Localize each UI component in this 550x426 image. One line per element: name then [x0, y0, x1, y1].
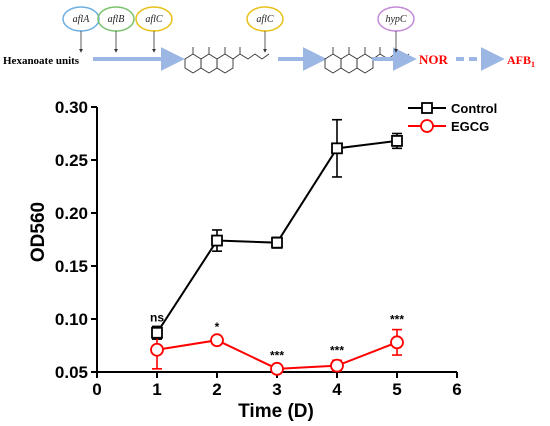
legend-label-control: Control: [451, 101, 497, 116]
control-data-point: [151, 326, 163, 339]
control-data-point: [211, 234, 223, 247]
od560-line-chart: 0 1 2 3 4 5 60.050.100.150.200.250.30 ns**** **…: [28, 98, 497, 422]
gene-label-hypc: hypC: [385, 14, 406, 25]
product-nor: NOR: [419, 52, 449, 67]
significance-annotations: ns**** ******: [150, 310, 404, 362]
y-tick-label: 0.20: [55, 204, 88, 223]
x-tick-label: 6: [452, 380, 461, 399]
x-tick-label: 5: [392, 380, 401, 399]
legend-label-egcg: EGCG: [451, 119, 489, 134]
y-tick-label: 0.05: [55, 363, 88, 382]
y-tick-label: 0.30: [55, 98, 88, 117]
hexanoate-label: Hexanoate units: [3, 55, 80, 67]
y-axis-title: OD560: [28, 202, 49, 262]
y-tick-label: 0.15: [55, 257, 88, 276]
x-tick-label: 4: [332, 380, 342, 399]
gene-label-aflc-step2: aflC: [256, 14, 274, 25]
control-data-point: [271, 236, 283, 249]
x-tick-label: 2: [212, 380, 221, 399]
significance-label: ***: [270, 349, 284, 363]
chart-legend: Control EGCG: [408, 101, 497, 134]
molecule-structure: [324, 47, 410, 74]
egcg-data-point: [330, 358, 344, 373]
control-data-point: [331, 142, 343, 155]
significance-label: *: [215, 320, 220, 334]
egcg-data-point: [210, 333, 224, 348]
x-tick-label: 0: [92, 380, 101, 399]
biosynthesis-pathway: aflA aflB aflC Hexanoate units aflC: [3, 6, 535, 74]
significance-label: ***: [390, 313, 404, 327]
product-afb1: AFB1: [507, 53, 535, 69]
significance-label: ns: [150, 310, 164, 324]
molecule-structure: [184, 47, 270, 74]
x-tick-label: 1: [152, 380, 161, 399]
gene-label-aflc: aflC: [145, 14, 163, 25]
series-lines: [156, 139, 398, 370]
legend-marker-control: [421, 102, 433, 114]
series-markers: [150, 135, 404, 376]
control-data-point: [391, 135, 403, 147]
egcg-data-point: [150, 342, 164, 357]
egcg-data-point: [390, 335, 404, 350]
significance-label: ***: [330, 343, 344, 357]
y-tick-label: 0.25: [55, 151, 88, 170]
x-axis-title: Time (D): [238, 401, 314, 422]
x-tick-label: 3: [272, 380, 281, 399]
gene-label-aflb: aflB: [108, 14, 125, 25]
y-tick-label: 0.10: [55, 310, 88, 329]
legend-marker-egcg: [420, 119, 434, 133]
egcg-data-point: [270, 361, 284, 376]
gene-label-afla: aflA: [73, 14, 91, 25]
